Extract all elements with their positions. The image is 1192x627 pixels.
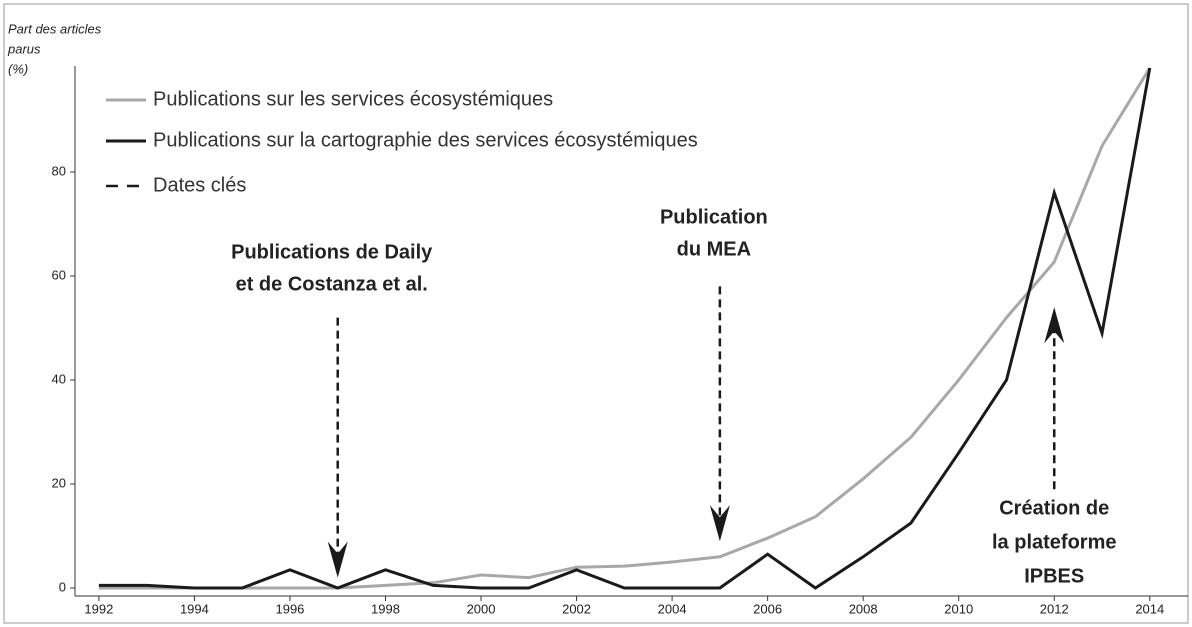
arrow-head [1044, 307, 1065, 344]
series-line [98, 67, 1152, 590]
annotation: Création de [999, 497, 1109, 519]
series-line [98, 67, 1152, 590]
y-axis-label: parus [7, 41, 41, 56]
annotation: Publications de Daily [231, 241, 433, 263]
frame [3, 3, 1189, 624]
y-tick-label: 0 [59, 579, 66, 594]
y-tick-label: 40 [52, 371, 66, 386]
x-tick-label: 1994 [180, 601, 209, 616]
legend-label: Dates clés [153, 174, 246, 196]
x-tick-label: 2012 [1040, 601, 1069, 616]
y-axis-label: (%) [8, 61, 28, 76]
annotation: IPBES [1024, 565, 1084, 587]
legend-label: Publications sur la cartographie des ser… [153, 129, 698, 151]
x-tick-label: 2004 [658, 601, 687, 616]
arrow-head [327, 541, 348, 578]
x-tick-label: 2014 [1135, 601, 1164, 616]
annotation: et de Costanza et al. [236, 273, 428, 295]
annotation: la plateforme [992, 531, 1116, 553]
annotation: Publication [660, 206, 768, 228]
x-tick-label: 2006 [753, 601, 782, 616]
x-tick-label: 1996 [275, 601, 304, 616]
legend-label: Publications sur les services écosystémi… [153, 88, 553, 110]
x-tick-label: 2000 [467, 601, 496, 616]
arrow-head [709, 505, 730, 542]
y-tick-label: 60 [52, 267, 66, 282]
x-tick-label: 1992 [84, 601, 113, 616]
y-tick-label: 80 [52, 163, 66, 178]
x-tick-label: 2010 [944, 601, 973, 616]
x-tick-label: 1998 [371, 601, 400, 616]
x-tick-label: 2008 [849, 601, 878, 616]
y-axis-label: Part des articles [8, 21, 102, 36]
annotation: du MEA [677, 238, 751, 260]
y-tick-label: 20 [52, 475, 66, 490]
x-tick-label: 2002 [562, 601, 591, 616]
